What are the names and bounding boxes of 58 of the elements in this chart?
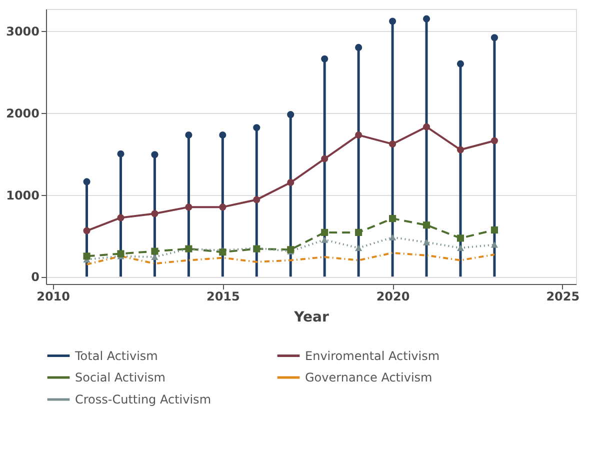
point bbox=[456, 60, 464, 68]
point bbox=[151, 254, 158, 260]
x-tick-label: 2025 bbox=[546, 290, 580, 304]
point bbox=[83, 227, 90, 234]
point bbox=[321, 155, 328, 162]
point bbox=[253, 196, 260, 204]
legend-label: Governance Activism bbox=[305, 370, 432, 384]
legend-label: Cross-Cutting Activism bbox=[75, 392, 212, 406]
point bbox=[321, 228, 328, 236]
x-axis-title: Year bbox=[293, 310, 329, 326]
point bbox=[490, 226, 498, 234]
x-tick-label: 2020 bbox=[376, 290, 410, 304]
point bbox=[83, 178, 90, 186]
point bbox=[219, 204, 226, 211]
point bbox=[422, 239, 430, 246]
legend-label: Total Activism bbox=[74, 348, 158, 363]
x-tick-label: 2010 bbox=[36, 290, 70, 304]
point bbox=[422, 222, 430, 229]
point bbox=[355, 44, 362, 51]
point bbox=[117, 250, 124, 258]
y-tick-label: 2000 bbox=[6, 106, 40, 120]
y-tick-label: 3000 bbox=[6, 24, 40, 39]
point bbox=[490, 34, 498, 42]
point bbox=[253, 124, 260, 132]
point bbox=[422, 123, 430, 130]
point bbox=[219, 132, 226, 139]
point bbox=[355, 132, 362, 139]
point bbox=[389, 234, 396, 240]
y-tick-label: 1000 bbox=[6, 188, 40, 202]
point bbox=[389, 140, 396, 148]
point bbox=[287, 111, 294, 118]
point bbox=[185, 204, 192, 211]
point bbox=[287, 178, 294, 186]
point bbox=[185, 132, 192, 139]
point bbox=[456, 234, 464, 242]
point bbox=[117, 214, 124, 222]
point bbox=[456, 244, 464, 252]
legend-label: Enviromental Activism bbox=[305, 348, 440, 363]
point bbox=[456, 146, 464, 154]
point bbox=[151, 210, 158, 218]
point bbox=[389, 18, 396, 25]
point bbox=[117, 150, 124, 158]
legend-label: Social Activism bbox=[75, 370, 166, 384]
point bbox=[83, 252, 90, 260]
point bbox=[151, 248, 158, 255]
point bbox=[422, 15, 430, 22]
point bbox=[321, 236, 328, 243]
point bbox=[355, 244, 362, 252]
x-tick-label: 2015 bbox=[206, 290, 240, 304]
point bbox=[389, 214, 396, 222]
line-series bbox=[86, 252, 496, 266]
point bbox=[490, 242, 498, 248]
point bbox=[151, 151, 158, 158]
point bbox=[355, 228, 362, 236]
y-tick-label: 0 bbox=[31, 270, 40, 284]
point bbox=[219, 248, 226, 256]
point bbox=[321, 55, 328, 62]
point bbox=[490, 137, 498, 144]
